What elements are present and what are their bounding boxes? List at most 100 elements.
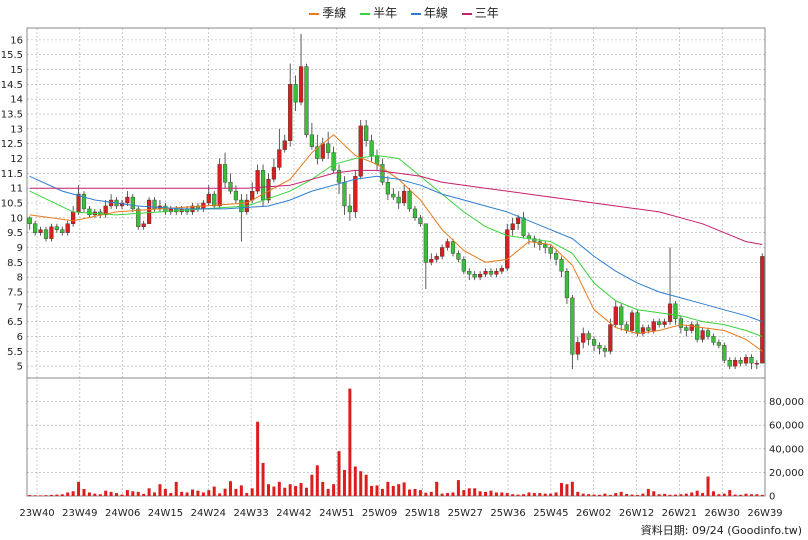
candle-body [87, 208, 92, 216]
volume-bar [478, 491, 482, 496]
candle [380, 158, 385, 186]
volume-bar [473, 488, 477, 496]
candle [418, 214, 423, 227]
candle [521, 211, 526, 239]
volume-bar [635, 494, 639, 496]
candle-body [586, 333, 591, 340]
volume-bar [565, 484, 569, 496]
ma-line [29, 134, 763, 352]
x-tick-label: 24W51 [319, 508, 354, 519]
candle [315, 134, 320, 165]
x-tick-label: 24W06 [105, 508, 140, 519]
candle [288, 63, 293, 147]
candle-body [418, 217, 423, 224]
candle-body [478, 273, 483, 278]
volume-bar [33, 495, 37, 496]
volume-bar [717, 494, 721, 496]
candle [570, 294, 575, 370]
x-tick-label: 24W15 [148, 508, 183, 519]
candle [277, 128, 282, 171]
volume-bar [191, 489, 194, 496]
candle-body [38, 229, 43, 233]
candle-body [358, 125, 363, 177]
volume-bar [489, 490, 493, 496]
candle [125, 191, 130, 206]
candle [711, 333, 716, 346]
candle [689, 321, 694, 334]
volume-bar [147, 488, 151, 496]
x-tick-label: 25W27 [448, 508, 483, 519]
candle [27, 216, 32, 230]
candle-body [646, 327, 651, 331]
candle-body [505, 229, 510, 269]
candle-body [553, 253, 559, 260]
x-tick-label: 25W45 [533, 508, 568, 519]
candle [407, 188, 412, 212]
candle [743, 354, 749, 367]
price-tick-label: 10.5 [1, 199, 23, 210]
volume-bar [60, 494, 64, 496]
candle-body [331, 152, 336, 171]
candle-body [250, 190, 255, 201]
candle-body [733, 360, 738, 367]
candle [478, 271, 483, 281]
candle-body [483, 271, 488, 275]
volume-bar [93, 493, 97, 496]
candle-body [488, 271, 494, 275]
legend-item-year-line[interactable]: 年線 [410, 4, 448, 21]
candle [450, 238, 456, 257]
legend-item-quarter-line[interactable]: 季線 [309, 4, 346, 21]
candle [559, 256, 564, 278]
candle [391, 188, 396, 201]
candle [43, 226, 49, 242]
volume-bar [207, 490, 211, 496]
volume-bar [527, 492, 531, 496]
candle-body [222, 164, 228, 183]
volume-bar [429, 491, 433, 496]
price-tick-label: 8.5 [7, 258, 23, 269]
candle-body [705, 330, 711, 337]
candle [738, 357, 743, 367]
price-tick-label: 9 [17, 243, 23, 254]
candle-body [125, 196, 130, 204]
candle-body [575, 342, 580, 355]
legend-item-three-year-line[interactable]: 三年 [461, 4, 499, 21]
volume-bar [294, 485, 298, 496]
candle [136, 205, 141, 230]
candle [130, 194, 135, 212]
volume-bar [413, 488, 417, 496]
volume-bar [136, 491, 140, 496]
legend-item-half-year-line[interactable]: 半年 [360, 4, 397, 21]
price-tick-label: 15.5 [1, 50, 23, 61]
volume-bar [657, 494, 661, 496]
price-tick-label: 5 [17, 362, 23, 373]
volume-bar [744, 493, 748, 496]
volume-bar [538, 493, 542, 496]
candle-body [662, 321, 667, 325]
candle [624, 321, 629, 334]
volume-bar [467, 488, 471, 496]
legend-label: 季線 [322, 6, 347, 20]
candle [244, 194, 249, 215]
candle [564, 268, 570, 304]
candle [499, 265, 504, 275]
ma-line [29, 154, 763, 337]
candle-body [597, 345, 602, 349]
legend-swatch [410, 12, 421, 15]
volume-tick-label: 60,000 [769, 421, 804, 432]
price-tick-label: 13.5 [1, 110, 23, 121]
candle-body [716, 342, 721, 346]
candle [364, 119, 369, 147]
candle [586, 330, 591, 346]
candle [434, 253, 439, 263]
candle [293, 75, 298, 112]
candle-body [347, 205, 352, 213]
candle [445, 238, 450, 251]
candle-body [711, 336, 716, 343]
volume-bar [44, 495, 48, 496]
volume-bar [608, 494, 612, 496]
x-tick-label: 24W33 [233, 508, 268, 519]
candle [71, 205, 76, 227]
candle [396, 191, 401, 209]
price-tick-label: 16 [10, 35, 23, 46]
